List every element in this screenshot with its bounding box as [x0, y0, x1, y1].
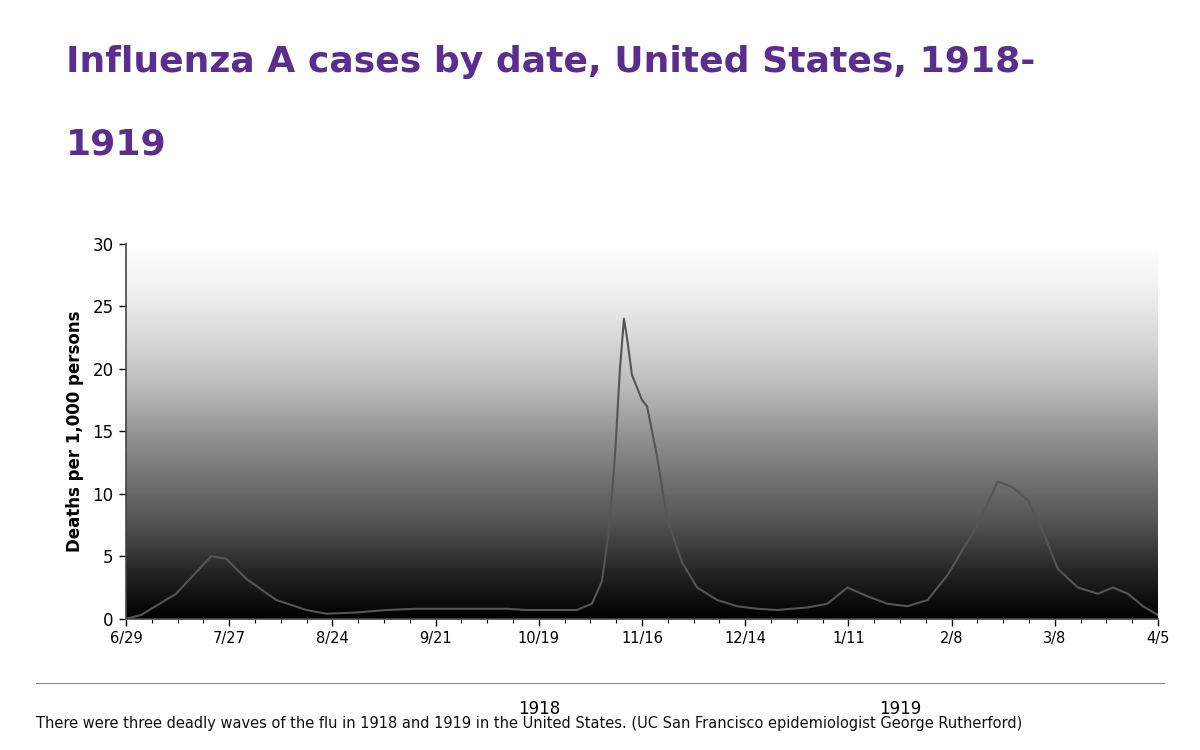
Text: 1918: 1918: [517, 700, 560, 718]
Text: Influenza A cases by date, United States, 1918-: Influenza A cases by date, United States…: [66, 45, 1036, 79]
Text: There were three deadly waves of the flu in 1918 and 1919 in the United States. : There were three deadly waves of the flu…: [36, 716, 1022, 731]
Y-axis label: Deaths per 1,000 persons: Deaths per 1,000 persons: [66, 310, 84, 552]
Text: 1919: 1919: [66, 128, 167, 161]
Text: 1919: 1919: [878, 700, 922, 718]
